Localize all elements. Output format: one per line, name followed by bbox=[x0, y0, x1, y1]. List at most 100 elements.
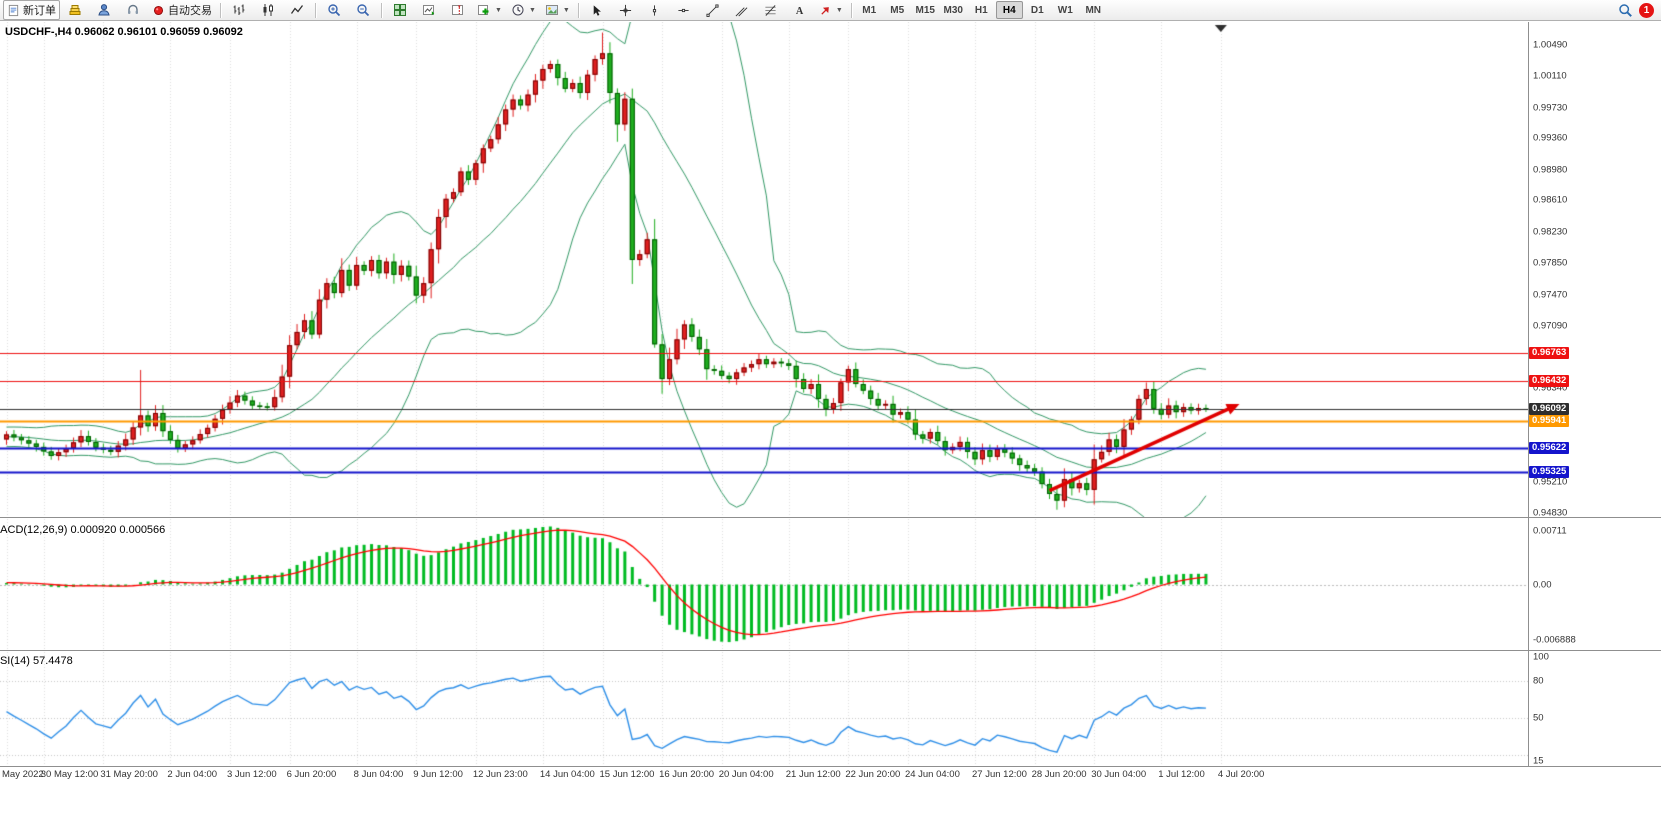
time-axis-label: 20 Jun 04:00 bbox=[718, 769, 774, 780]
time-axis-label: 6 Jun 20:00 bbox=[286, 769, 337, 780]
notification-badge[interactable]: 1 bbox=[1639, 2, 1654, 18]
time-axis-label: 15 Jun 12:00 bbox=[599, 769, 655, 780]
funds-button[interactable] bbox=[61, 0, 89, 20]
autotrading-button[interactable]: 自动交易 bbox=[148, 0, 216, 20]
price-tick-label: 0.95210 bbox=[1533, 476, 1568, 488]
template-button[interactable]: ▼ bbox=[541, 0, 574, 20]
new-order-button[interactable]: 新订单 bbox=[3, 0, 60, 20]
vertical-line-icon bbox=[653, 4, 657, 16]
indicators-button[interactable]: ▼ bbox=[473, 0, 506, 20]
horizontal-line-icon bbox=[678, 8, 689, 12]
rsi-axis-label: 80 bbox=[1533, 675, 1544, 687]
timeframe-h4[interactable]: H4 bbox=[995, 1, 1023, 19]
timeframe-m30[interactable]: M30 bbox=[943, 4, 963, 16]
search-icon[interactable] bbox=[1618, 3, 1633, 18]
toolbar-right-group: 1 bbox=[1618, 2, 1658, 18]
zoom-in-icon bbox=[328, 4, 341, 17]
time-axis-label: 22 Jun 20:00 bbox=[845, 769, 901, 780]
channel-icon bbox=[735, 6, 748, 16]
price-tick-label: 0.98980 bbox=[1533, 164, 1568, 176]
trendline-button[interactable] bbox=[699, 0, 727, 20]
support-button[interactable] bbox=[119, 0, 147, 20]
time-axis-label: 30 Jun 04:00 bbox=[1091, 769, 1147, 780]
channel-button[interactable] bbox=[728, 0, 756, 20]
price-line-badge: 0.95325 bbox=[1529, 466, 1570, 479]
price-line-badge: 0.95941 bbox=[1529, 415, 1570, 428]
svg-text:A: A bbox=[796, 6, 804, 17]
chart-canvas[interactable] bbox=[0, 22, 1528, 768]
bar-chart-button[interactable] bbox=[225, 0, 253, 20]
cursor-button[interactable] bbox=[583, 0, 611, 20]
timeframe-w1[interactable]: W1 bbox=[1057, 4, 1073, 16]
accounts-button[interactable] bbox=[90, 0, 118, 20]
panel-divider[interactable] bbox=[0, 517, 1661, 518]
rsi-axis-label: 100 bbox=[1533, 651, 1549, 663]
timeframe-mn[interactable]: MN bbox=[1085, 4, 1102, 16]
price-tick-label: 1.00110 bbox=[1533, 70, 1567, 82]
toolbar-separator bbox=[381, 2, 382, 18]
price-tick-label: 0.97470 bbox=[1533, 289, 1568, 301]
time-axis-label: May 2022 bbox=[2, 769, 44, 780]
crosshair-icon bbox=[620, 4, 632, 16]
chart-title: USDCHF-,H4 0.96062 0.96101 0.96059 0.960… bbox=[5, 26, 243, 38]
timeframe-m5[interactable]: M5 bbox=[890, 4, 905, 16]
tile-windows-button[interactable] bbox=[386, 0, 414, 20]
chart-bottom-border bbox=[0, 766, 1661, 767]
chevron-down-icon: ▼ bbox=[835, 6, 843, 14]
price-tick-label: 0.97850 bbox=[1533, 257, 1568, 269]
horizontal-line-button[interactable] bbox=[670, 0, 698, 20]
zoom-out-icon bbox=[357, 4, 370, 17]
time-axis-label: 3 Jun 12:00 bbox=[227, 769, 277, 780]
chart-shift-button[interactable] bbox=[444, 0, 472, 20]
chevron-down-icon: ▼ bbox=[495, 6, 502, 14]
time-axis-label: 27 Jun 12:00 bbox=[972, 769, 1027, 780]
toolbar-separator bbox=[315, 2, 316, 18]
macd-axis-label: 0.00 bbox=[1533, 579, 1552, 590]
arrows-icon bbox=[821, 6, 829, 15]
line-chart-button[interactable] bbox=[283, 0, 311, 20]
macd-indicator-label: MACD(12,26,9) 0.000920 0.000566 bbox=[0, 524, 166, 536]
price-tick-label: 0.98230 bbox=[1533, 226, 1568, 238]
time-axis-label: 16 Jun 20:00 bbox=[659, 769, 715, 780]
text-button[interactable]: A bbox=[786, 0, 814, 20]
time-axis-label: 8 Jun 04:00 bbox=[353, 769, 404, 780]
rsi-indicator-label: RSI(14) 57.4478 bbox=[0, 655, 73, 667]
toolbar-separator bbox=[850, 2, 852, 18]
timeframe-m1[interactable]: M1 bbox=[862, 4, 877, 16]
text-icon: A bbox=[796, 6, 804, 17]
macd-axis-label: 0.00711 bbox=[1533, 525, 1567, 537]
vertical-line-button[interactable] bbox=[641, 0, 669, 20]
time-axis-label: 2 Jun 04:00 bbox=[167, 769, 218, 780]
bar-chart-icon bbox=[233, 4, 245, 15]
price-line-badge: 0.96092 bbox=[1529, 402, 1570, 415]
arrows-button[interactable]: ▼ bbox=[815, 0, 847, 20]
time-axis-label: 12 Jun 23:00 bbox=[472, 769, 528, 780]
fibonacci-icon bbox=[765, 4, 776, 16]
chevron-down-icon: ▼ bbox=[528, 6, 536, 14]
toolbar-separator bbox=[220, 2, 221, 18]
timeframe-d1[interactable]: D1 bbox=[1030, 4, 1044, 16]
macd-axis-label: -0.006888 bbox=[1533, 634, 1576, 646]
auto-scroll-button[interactable] bbox=[415, 0, 443, 20]
fibonacci-button[interactable] bbox=[757, 0, 785, 20]
zoom-in-button[interactable] bbox=[320, 0, 348, 20]
time-axis-label: 14 Jun 04:00 bbox=[539, 769, 595, 780]
panel-divider[interactable] bbox=[0, 650, 1661, 651]
timeframe-h1[interactable]: H1 bbox=[974, 4, 988, 16]
time-axis-label: 9 Jun 12:00 bbox=[413, 769, 463, 780]
zoom-out-button[interactable] bbox=[349, 0, 377, 20]
funds-icon bbox=[69, 5, 81, 15]
price-tick-label: 1.00490 bbox=[1533, 39, 1568, 51]
timeframe-m15[interactable]: M15 bbox=[915, 4, 935, 16]
time-axis-label: 21 Jun 12:00 bbox=[785, 769, 841, 780]
support-icon bbox=[128, 4, 138, 14]
time-axis-label: 4 Jul 20:00 bbox=[1217, 769, 1265, 780]
crosshair-button[interactable] bbox=[612, 0, 640, 20]
periods-button[interactable]: ▼ bbox=[507, 0, 540, 20]
price-line-badge: 0.96432 bbox=[1529, 374, 1570, 387]
price-tick-label: 0.96340 bbox=[1533, 382, 1568, 394]
new-order-label: 新订单 bbox=[23, 5, 56, 17]
line-chart-icon bbox=[290, 5, 304, 14]
candlestick-chart-button[interactable] bbox=[254, 0, 282, 20]
